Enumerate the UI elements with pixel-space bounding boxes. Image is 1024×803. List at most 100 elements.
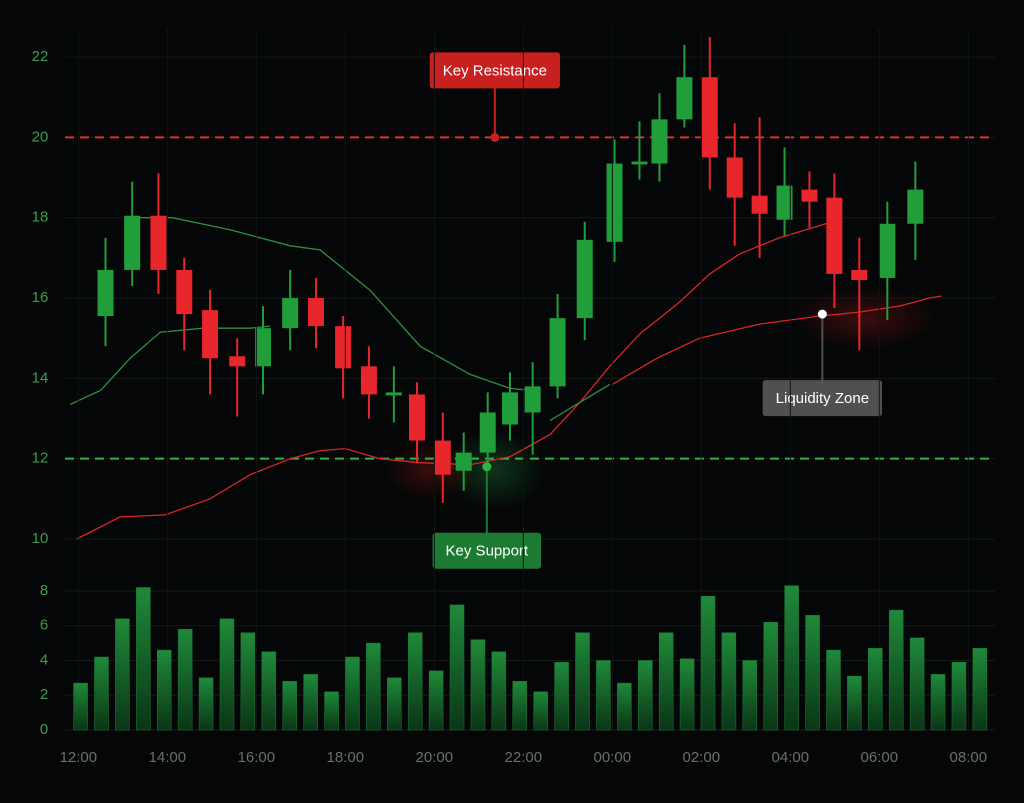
volume-bar: [198, 677, 214, 731]
candle-body: [408, 394, 425, 441]
annotation-point: [482, 462, 492, 472]
annotation-label: Key Resistance: [443, 62, 547, 79]
volume-bar: [637, 660, 653, 731]
volume-bar: [219, 618, 235, 731]
candle-body: [455, 452, 472, 471]
x-tick-label: 00:00: [594, 749, 632, 766]
candle-body: [524, 386, 541, 413]
candle-body: [751, 195, 768, 214]
volume-bar: [449, 604, 465, 731]
candle-body: [549, 318, 566, 387]
indicator-line: [549, 383, 611, 422]
candle-body: [479, 412, 496, 453]
x-tick-label: 20:00: [416, 749, 454, 766]
candle-body: [335, 326, 352, 369]
candle-body: [229, 356, 246, 367]
indicator-line: [76, 219, 840, 540]
volume-bar: [470, 639, 486, 731]
y-tick-label: 20: [32, 128, 49, 145]
volume-bar: [909, 637, 925, 731]
candle-body: [576, 239, 593, 319]
candle-body: [307, 298, 324, 327]
volume-bar: [847, 675, 862, 731]
volume-bar: [491, 651, 507, 731]
x-tick-label: 12:00: [60, 749, 98, 766]
y-tick-label: 12: [32, 450, 49, 467]
annotation-box: [432, 532, 542, 569]
volume-bar: [554, 661, 569, 731]
volume-bar: [763, 622, 778, 731]
candle-body: [176, 269, 193, 315]
volume-bar: [156, 649, 172, 731]
candle-body: [826, 197, 843, 274]
volume-bar: [533, 691, 548, 731]
volume-bar: [596, 660, 611, 731]
volume-bar: [658, 632, 674, 731]
volume-bar: [679, 658, 695, 731]
volume-bar: [73, 682, 88, 731]
x-tick-label: 16:00: [238, 749, 276, 766]
candle-body: [124, 215, 141, 270]
volume-bar: [94, 656, 109, 731]
y-tick-label: 18: [32, 209, 49, 226]
volume-bar: [868, 648, 883, 731]
annotation-point: [817, 309, 827, 319]
volume-bar: [324, 691, 339, 731]
volume-bar: [930, 674, 946, 731]
x-tick-label: 06:00: [861, 749, 899, 766]
candle-body: [360, 366, 377, 395]
x-tick-label: 08:00: [950, 749, 988, 766]
y-tick-label: 16: [32, 289, 49, 306]
x-tick-label: 14:00: [149, 749, 187, 766]
candle-body: [879, 223, 896, 278]
y-tick-label: 10: [32, 530, 49, 547]
annotation-box: [762, 380, 883, 417]
candle-body: [676, 77, 693, 120]
volume-bar: [115, 618, 130, 731]
y-tick-label: 8: [40, 582, 48, 599]
volume-bar: [721, 632, 737, 731]
annotation: Key Support: [432, 532, 542, 569]
volume-bar: [387, 677, 402, 731]
volume-bar: [282, 681, 297, 731]
volume-bar: [512, 681, 528, 731]
candle-body: [701, 77, 718, 158]
volume-bar: [742, 660, 758, 731]
volume-bar: [575, 632, 590, 731]
indicator-line: [70, 325, 271, 405]
annotation: Key Resistance: [429, 52, 560, 89]
volume-bar: [366, 642, 381, 731]
y-tick-label: 6: [40, 617, 48, 634]
candle-body: [606, 163, 623, 242]
y-tick-label: 4: [40, 651, 48, 668]
volume-bar: [805, 615, 820, 731]
candle-body: [631, 161, 648, 165]
candle-body: [776, 185, 793, 220]
y-tick-label: 0: [40, 721, 48, 738]
volume-bar: [951, 661, 967, 731]
y-tick-label: 2: [40, 686, 48, 703]
volume-bar: [407, 632, 423, 731]
candle-body: [97, 269, 114, 317]
candle-body: [150, 215, 167, 270]
volume-bar: [261, 651, 277, 731]
candle-body: [726, 157, 743, 198]
x-tick-label: 22:00: [505, 749, 543, 766]
annotation-point: [490, 132, 500, 142]
annotation: Liquidity Zone: [762, 380, 883, 417]
annotation-label: Liquidity Zone: [776, 390, 869, 407]
volume-bar: [303, 674, 318, 731]
x-tick-label: 04:00: [772, 749, 810, 766]
candle-body: [255, 328, 272, 367]
volume-bar: [972, 648, 988, 731]
volume-bar: [240, 632, 256, 731]
volume-bar: [784, 585, 799, 731]
volume-bar: [826, 649, 841, 731]
volume-bar: [136, 587, 151, 731]
x-tick-label: 18:00: [327, 749, 365, 766]
candle-body: [907, 189, 924, 224]
candle-body: [851, 269, 868, 280]
candle-body: [651, 119, 668, 164]
volume-bar: [888, 609, 904, 731]
